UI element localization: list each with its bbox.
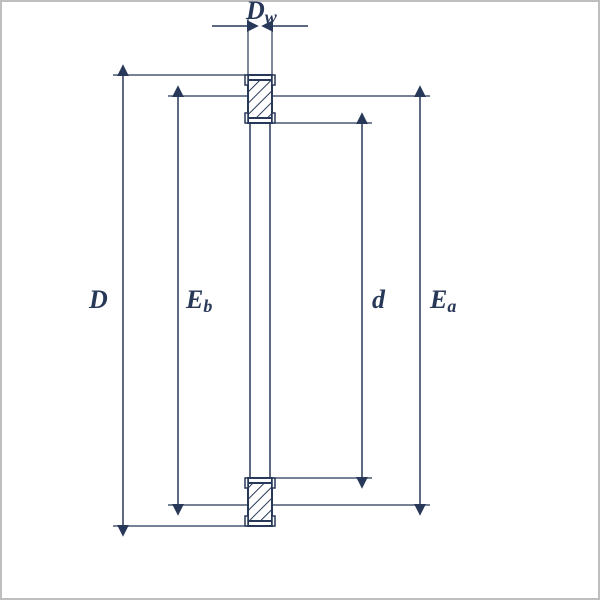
diagram-frame: Dw D Eb d Ea [0, 0, 600, 600]
label-Eb-sub: b [203, 296, 212, 316]
bearing-cross-section [245, 75, 275, 526]
label-Dw: Dw [246, 0, 277, 26]
label-Ea-sub: a [447, 296, 456, 316]
label-Ea: Ea [430, 285, 456, 315]
label-Dw-sub: w [265, 7, 277, 27]
label-d-main: d [372, 285, 385, 314]
label-Eb: Eb [186, 285, 212, 315]
label-d: d [372, 285, 385, 315]
label-Ea-main: E [430, 285, 447, 314]
label-D-main: D [89, 285, 108, 314]
label-D: D [89, 285, 108, 315]
label-Eb-main: E [186, 285, 203, 314]
label-Dw-main: D [246, 0, 265, 25]
